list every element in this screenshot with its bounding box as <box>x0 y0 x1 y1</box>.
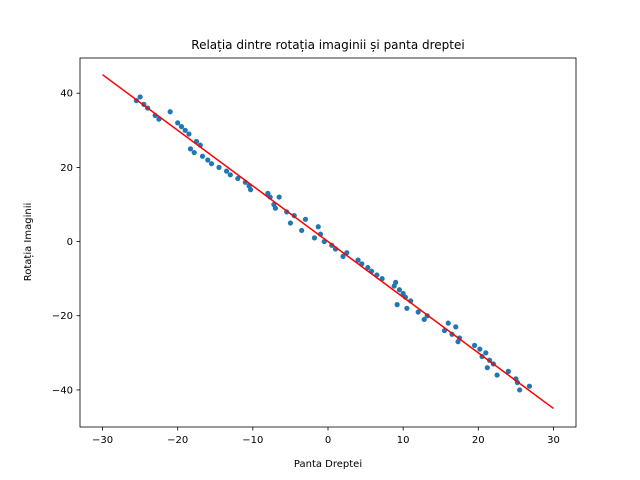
x-tick-label: 10 <box>397 435 410 446</box>
data-point <box>471 342 478 349</box>
y-tick-label: 20 <box>60 163 73 174</box>
x-tick-label: 20 <box>472 435 485 446</box>
data-point <box>227 172 233 178</box>
data-point <box>175 120 181 126</box>
data-point <box>178 124 185 130</box>
data-point <box>494 372 500 378</box>
data-point <box>483 350 489 356</box>
x-tick-label: 30 <box>547 435 560 446</box>
data-point <box>396 287 402 293</box>
data-point <box>235 175 241 182</box>
plot-area <box>102 74 554 410</box>
data-point <box>505 368 511 374</box>
data-point <box>365 264 371 271</box>
fit-line <box>102 74 554 410</box>
data-point <box>415 309 421 315</box>
chart-title: Relația dintre rotația imaginii și panta… <box>191 38 464 52</box>
data-point <box>526 383 533 389</box>
data-point <box>404 305 410 311</box>
data-point <box>299 227 305 234</box>
data-point <box>167 109 173 115</box>
data-point <box>517 387 523 393</box>
data-point <box>393 279 399 285</box>
data-point <box>477 346 483 352</box>
data-point <box>182 127 188 133</box>
data-point <box>311 235 318 241</box>
x-tick-label: −10 <box>242 435 263 446</box>
data-point <box>191 149 197 156</box>
data-point <box>208 161 215 167</box>
x-axis-title: Panta Dreptei <box>294 459 362 470</box>
data-point <box>302 216 309 222</box>
data-point <box>445 320 451 326</box>
data-point <box>276 194 282 200</box>
axes: −30 −20 −10 0 10 20 30 −40 −20 0 20 40 <box>52 57 577 446</box>
data-point <box>287 220 294 226</box>
data-point <box>223 168 230 174</box>
data-point <box>186 131 192 137</box>
data-point <box>247 187 254 193</box>
data-point <box>340 253 346 260</box>
x-tick-label: −20 <box>167 435 188 446</box>
data-point <box>315 224 321 230</box>
x-tick-label: 0 <box>325 435 331 446</box>
data-point <box>205 157 211 163</box>
y-tick-label: 40 <box>60 89 73 100</box>
data-point <box>484 365 490 371</box>
y-tick-label: −40 <box>52 385 73 396</box>
data-point <box>272 205 278 211</box>
data-point <box>187 146 194 152</box>
data-point <box>394 302 400 308</box>
data-point <box>137 94 143 100</box>
x-tick-label: −30 <box>92 435 113 446</box>
y-tick-label: −20 <box>52 311 73 322</box>
data-point <box>421 316 427 323</box>
data-point <box>453 324 459 330</box>
data-point <box>199 153 206 159</box>
data-point <box>355 257 361 263</box>
y-tick-label: 0 <box>67 237 73 248</box>
data-point <box>216 164 222 171</box>
y-axis-title: Rotația Imaginii <box>23 203 34 282</box>
